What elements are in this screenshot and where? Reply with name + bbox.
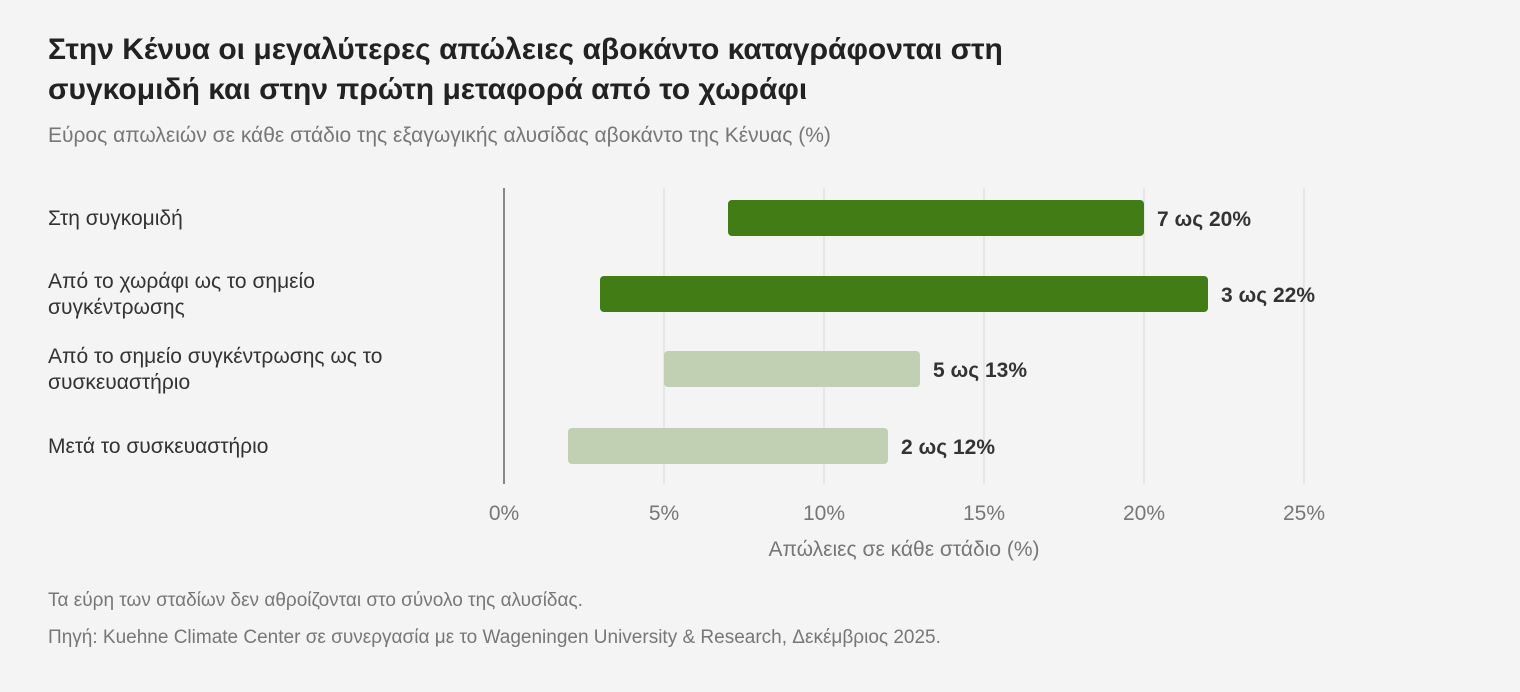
category-label-line: συγκέντρωσης: [48, 296, 185, 319]
chart-subtitle: Εύρος απωλειών σε κάθε στάδιο της εξαγωγ…: [48, 124, 831, 147]
category-label-line: Από το χωράφι ως το σημείο: [48, 270, 315, 293]
x-tick-label: 5%: [649, 502, 679, 525]
range-bar-chart: 0% 5% 10% 15% 20% 25% Απώλειες σε κάθε στάδιο …: [48, 188, 1325, 561]
bar-value-label: 5 ως 13%: [933, 359, 1027, 382]
range-bar: [600, 276, 1208, 312]
x-axis-title: Απώλειες σε κάθε στάδιο (%): [768, 538, 1039, 561]
range-bar: [728, 200, 1144, 236]
x-tick-label: 20%: [1123, 502, 1165, 525]
bar-value-label: 3 ως 22%: [1221, 284, 1315, 307]
category-label: Στη συγκομιδή: [48, 207, 183, 230]
x-tick-label: 25%: [1283, 502, 1325, 525]
chart-footnote: Τα εύρη των σταδίων δεν αθροίζονται στο …: [48, 590, 583, 611]
bar-value-label: 2 ως 12%: [901, 436, 995, 459]
category-label: Από το σημείο συγκέντρωσης ως το συσκευασ…: [48, 345, 382, 394]
category-label-line: Στη συγκομιδή: [48, 207, 183, 230]
range-bar: [664, 351, 920, 387]
category-label-line: Από το σημείο συγκέντρωσης ως το: [48, 345, 382, 368]
chart-source: Πηγή: Kuehne Climate Center σε συνεργασί…: [48, 627, 941, 648]
chart-title: Στην Κένυα οι μεγαλύτερες απώλειες αβοκά…: [48, 33, 1003, 106]
category-label-line: Μετά το συσκευαστήριο: [48, 435, 268, 458]
category-label: Μετά το συσκευαστήριο: [48, 435, 268, 458]
category-label-line: συσκευαστήριο: [48, 371, 190, 394]
bar-value-label: 7 ως 20%: [1157, 208, 1251, 231]
range-bar: [568, 428, 888, 464]
x-tick-label: 15%: [963, 502, 1005, 525]
category-label: Από το χωράφι ως το σημείο συγκέντρωσης: [48, 270, 315, 319]
x-tick-label: 10%: [803, 502, 845, 525]
x-tick-label: 0%: [489, 502, 519, 525]
